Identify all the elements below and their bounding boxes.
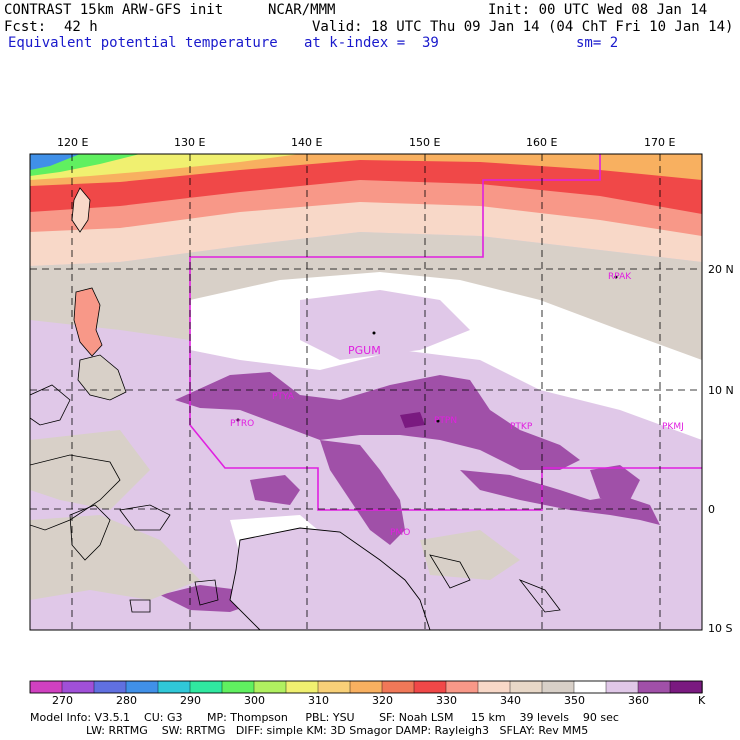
- colorbar-tick-label: 280: [116, 694, 137, 707]
- field-title: Equivalent potential temperature: [8, 35, 278, 51]
- colorbar-unit: K: [698, 694, 706, 707]
- station-ptpn: PTPN: [434, 416, 458, 426]
- lat-lon-grid: [30, 154, 702, 630]
- header-valid: Valid: 18 UTC Thu 09 Jan 14 (04 ChT Fri …: [312, 19, 734, 35]
- station-markers: [236, 275, 618, 423]
- lat-label-10s: 10 S: [708, 622, 733, 635]
- station-ptro: PTRO: [230, 419, 255, 429]
- colorbar-tick-label: 330: [436, 694, 457, 707]
- colorbar-tick-label: 360: [628, 694, 649, 707]
- lon-label-120: 120 E: [57, 136, 89, 149]
- lat-label-10n: 10 N: [708, 384, 734, 397]
- lat-label-0: 0: [708, 503, 715, 516]
- header-fcst-value: 42 h: [64, 19, 98, 35]
- colorbar-tick-label: 340: [500, 694, 521, 707]
- colorbar-tick-label: 290: [180, 694, 201, 707]
- colorbar-tick-label: 310: [308, 694, 329, 707]
- station-pkmj: PKMJ: [662, 422, 684, 432]
- header-fcst-label: Fcst:: [4, 19, 47, 35]
- lon-label-170: 170 E: [644, 136, 676, 149]
- station-rpak: RPAK: [608, 272, 632, 282]
- model-info-line2: LW: RRTMG SW: RRTMG DIFF: simple KM: 3D …: [30, 724, 589, 737]
- colorbar-tick-label: 300: [244, 694, 265, 707]
- lat-label-20n: 20 N: [708, 263, 734, 276]
- header-model: CONTRAST 15km ARW-GFS init: [4, 2, 224, 18]
- header-init: Init: 00 UTC Wed 08 Jan 14: [488, 2, 708, 18]
- station-ptkp: PTKP: [510, 422, 533, 432]
- colorbar-tick-label: 270: [52, 694, 73, 707]
- colorbar-tick-label: 350: [564, 694, 585, 707]
- station-pgum: PGUM: [348, 344, 381, 357]
- smoothing-label: sm= 2: [576, 35, 619, 51]
- map-frame: [29, 153, 703, 631]
- station-ptya: PTYA: [272, 392, 294, 402]
- lon-label-160: 160 E: [526, 136, 558, 149]
- model-info-line1: Model Info: V3.5.1 CU: G3 MP: Thompson P…: [30, 711, 619, 724]
- lon-label-150: 150 E: [409, 136, 441, 149]
- station-pmo: PMO: [390, 528, 411, 538]
- lon-label-130: 130 E: [174, 136, 206, 149]
- header-org: NCAR/MMM: [268, 2, 336, 18]
- colorbar-tick-label: 320: [372, 694, 393, 707]
- field-shading: [30, 154, 702, 630]
- k-index-label: at k-index = 39: [304, 35, 439, 51]
- lon-label-140: 140 E: [291, 136, 323, 149]
